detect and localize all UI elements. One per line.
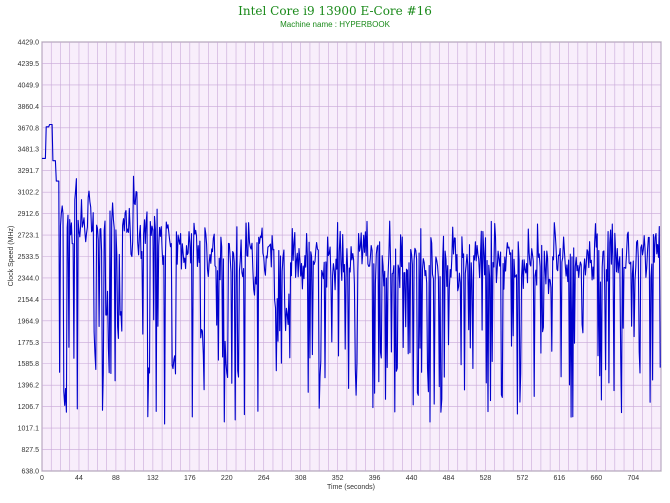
chart-title: Intel Core i9 13900 E-Core #16 <box>238 4 432 18</box>
y-tick-label: 827.5 <box>21 447 39 454</box>
y-tick-label: 1775.3 <box>18 340 40 347</box>
y-tick-label: 1017.1 <box>18 426 40 433</box>
x-tick-label: 264 <box>258 475 270 482</box>
y-tick-label: 638.0 <box>21 469 39 476</box>
y-tick-label: 4239.5 <box>18 61 40 68</box>
y-tick-label: 1585.8 <box>18 361 40 368</box>
x-axis-label: Time (seconds) <box>327 484 375 491</box>
y-tick-label: 2723.1 <box>18 233 40 240</box>
x-tick-label: 704 <box>627 475 639 482</box>
y-tick-label: 4049.9 <box>18 82 40 89</box>
x-tick-label: 176 <box>184 475 196 482</box>
x-tick-label: 132 <box>147 475 159 482</box>
x-tick-label: 396 <box>369 475 381 482</box>
y-tick-label: 2154.4 <box>18 297 40 304</box>
y-tick-label: 2344.0 <box>18 275 40 282</box>
x-tick-label: 44 <box>75 475 83 482</box>
y-tick-label: 3291.7 <box>18 168 40 175</box>
y-tick-label: 3670.8 <box>18 125 40 132</box>
y-axis-label: Clock Speed (MHz) <box>8 226 15 287</box>
y-tick-label: 1964.9 <box>18 318 40 325</box>
x-tick-label: 572 <box>517 475 529 482</box>
x-tick-label: 308 <box>295 475 307 482</box>
series-line <box>42 123 661 425</box>
x-tick-label: 484 <box>443 475 455 482</box>
x-tick-label: 528 <box>480 475 492 482</box>
x-tick-labels: 0 44 88 132 176 220 264 308 352 396 440 484 528 572 61… <box>40 475 639 482</box>
x-tick-label: 616 <box>554 475 566 482</box>
x-tick-label: 660 <box>590 475 602 482</box>
y-tick-label: 2533.5 <box>18 254 40 261</box>
y-tick-label: 1396.2 <box>18 383 40 390</box>
y-tick-label: 2912.6 <box>18 211 40 218</box>
x-tick-label: 440 <box>406 475 418 482</box>
x-tick-label: 352 <box>332 475 344 482</box>
x-tick-label: 220 <box>221 475 233 482</box>
x-tick-label: 0 <box>40 475 44 482</box>
chart-subtitle: Machine name : HYPERBOOK <box>280 20 390 29</box>
y-tick-label: 3102.2 <box>18 190 40 197</box>
y-tick-label: 4429.0 <box>18 40 40 47</box>
y-tick-label: 1206.7 <box>18 404 40 411</box>
x-tick-label: 88 <box>112 475 120 482</box>
y-tick-label: 3481.3 <box>18 147 40 154</box>
y-tick-label: 3860.4 <box>18 104 40 111</box>
y-tick-labels: 638.0 827.5 1017.1 1206.7 1396.2 1585.8 1775.3… <box>18 40 40 476</box>
